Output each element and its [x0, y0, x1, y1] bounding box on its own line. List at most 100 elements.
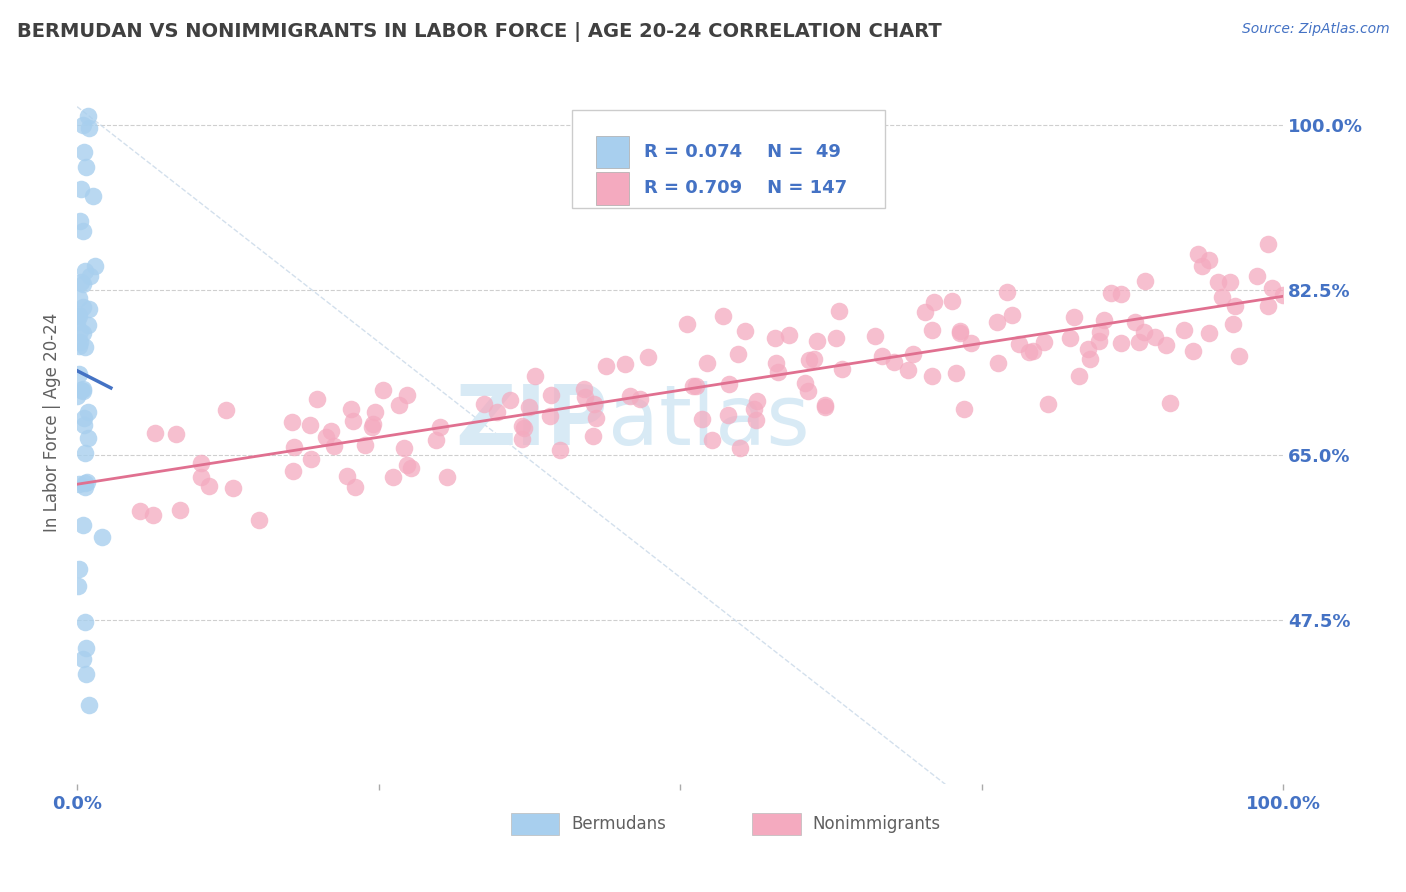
- Point: [129, 504, 152, 518]
- Point: [299, 418, 322, 433]
- Point: [75, 264, 97, 278]
- Point: [538, 409, 561, 424]
- Point: [75, 641, 97, 656]
- Point: [381, 470, 404, 484]
- Point: [995, 285, 1018, 300]
- Point: [67, 561, 90, 575]
- Text: Nonimmigrants: Nonimmigrants: [813, 815, 941, 833]
- Point: [512, 432, 534, 446]
- Point: [828, 303, 851, 318]
- Point: [75, 480, 97, 494]
- Point: [91, 530, 114, 544]
- Point: [1271, 288, 1294, 302]
- Point: [361, 417, 384, 432]
- Point: [1063, 310, 1085, 325]
- Point: [142, 508, 165, 523]
- Text: R = 0.074    N =  49: R = 0.074 N = 49: [644, 143, 841, 161]
- Point: [863, 329, 886, 343]
- Point: [1223, 299, 1246, 313]
- Point: [717, 408, 740, 422]
- Point: [949, 324, 972, 338]
- Point: [797, 384, 820, 398]
- Point: [637, 350, 659, 364]
- Point: [1246, 268, 1268, 283]
- Point: [1173, 323, 1195, 337]
- Point: [778, 327, 800, 342]
- Point: [513, 421, 536, 435]
- Text: Source: ZipAtlas.com: Source: ZipAtlas.com: [1241, 22, 1389, 37]
- Point: [281, 464, 304, 478]
- Point: [73, 340, 96, 354]
- Point: [1257, 299, 1279, 313]
- Point: [1088, 325, 1111, 339]
- Point: [322, 439, 344, 453]
- FancyBboxPatch shape: [752, 814, 800, 835]
- Point: [619, 389, 641, 403]
- Point: [436, 469, 458, 483]
- Point: [768, 365, 790, 379]
- Point: [364, 405, 387, 419]
- Point: [72, 382, 94, 396]
- Text: Bermudans: Bermudans: [571, 815, 666, 833]
- Point: [79, 268, 101, 283]
- Point: [1211, 290, 1233, 304]
- Point: [690, 411, 713, 425]
- Point: [373, 384, 395, 398]
- Point: [429, 420, 451, 434]
- Point: [1022, 344, 1045, 359]
- Point: [574, 390, 596, 404]
- Point: [595, 359, 617, 373]
- Point: [72, 145, 94, 159]
- Point: [82, 188, 104, 202]
- Point: [145, 426, 167, 441]
- Point: [1078, 352, 1101, 367]
- Point: [794, 376, 817, 391]
- Point: [247, 513, 270, 527]
- Point: [685, 379, 707, 393]
- Point: [901, 346, 924, 360]
- Point: [343, 480, 366, 494]
- Point: [682, 378, 704, 392]
- Point: [66, 389, 89, 403]
- Point: [165, 426, 187, 441]
- Point: [72, 384, 94, 399]
- Point: [315, 429, 337, 443]
- Point: [1092, 313, 1115, 327]
- Point: [717, 377, 740, 392]
- Point: [77, 109, 100, 123]
- Point: [76, 431, 98, 445]
- Point: [914, 305, 936, 319]
- Point: [499, 392, 522, 407]
- Point: [283, 440, 305, 454]
- Point: [1133, 274, 1156, 288]
- Text: BERMUDAN VS NONIMMIGRANTS IN LABOR FORCE | AGE 20-24 CORRELATION CHART: BERMUDAN VS NONIMMIGRANTS IN LABOR FORCE…: [17, 22, 942, 42]
- Point: [1033, 334, 1056, 349]
- Point: [585, 410, 607, 425]
- Point: [336, 468, 359, 483]
- Point: [1111, 286, 1133, 301]
- Point: [1198, 326, 1220, 341]
- Point: [67, 308, 90, 322]
- Point: [485, 405, 508, 419]
- Point: [745, 393, 768, 408]
- Point: [517, 401, 540, 415]
- Point: [572, 382, 595, 396]
- Point: [1128, 334, 1150, 349]
- Point: [72, 326, 94, 340]
- Point: [1018, 345, 1040, 359]
- Point: [1182, 344, 1205, 359]
- Point: [73, 446, 96, 460]
- Point: [921, 323, 943, 337]
- Text: R = 0.709    N = 147: R = 0.709 N = 147: [644, 179, 846, 197]
- Point: [425, 434, 447, 448]
- Point: [510, 418, 533, 433]
- Point: [1206, 275, 1229, 289]
- Point: [190, 469, 212, 483]
- Point: [1059, 331, 1081, 345]
- Point: [1099, 286, 1122, 301]
- Point: [281, 415, 304, 429]
- Text: ZIP: ZIP: [456, 382, 607, 462]
- Point: [1191, 260, 1213, 274]
- Point: [797, 352, 820, 367]
- Point: [676, 317, 699, 331]
